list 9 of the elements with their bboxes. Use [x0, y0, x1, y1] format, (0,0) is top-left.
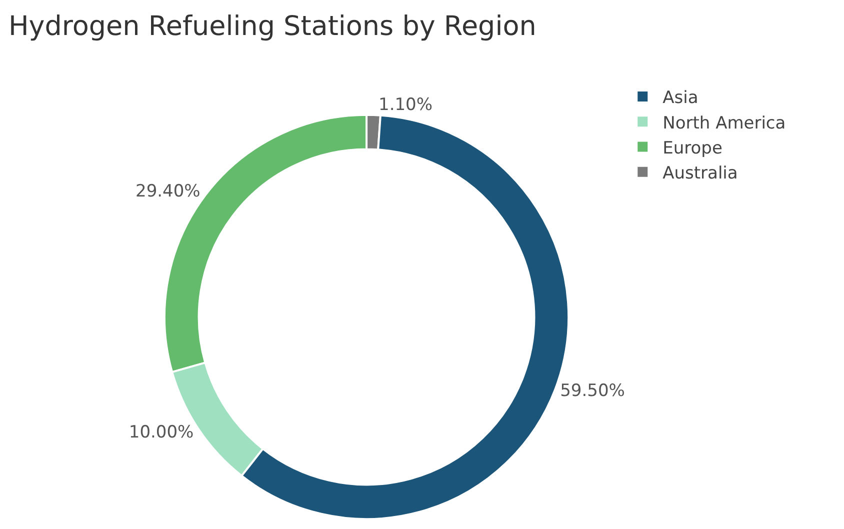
legend-label: Australia	[662, 163, 738, 184]
data-label: 1.10%	[378, 95, 433, 116]
chart-title: Hydrogen Refueling Stations by Region	[8, 10, 536, 42]
legend-label: Europe	[662, 138, 722, 158]
data-label: 29.40%	[136, 181, 200, 202]
data-label: 10.00%	[128, 422, 194, 443]
legend-label: North America	[662, 113, 786, 134]
data-label: 59.50%	[560, 380, 625, 401]
legend-label: Asia	[662, 88, 698, 108]
